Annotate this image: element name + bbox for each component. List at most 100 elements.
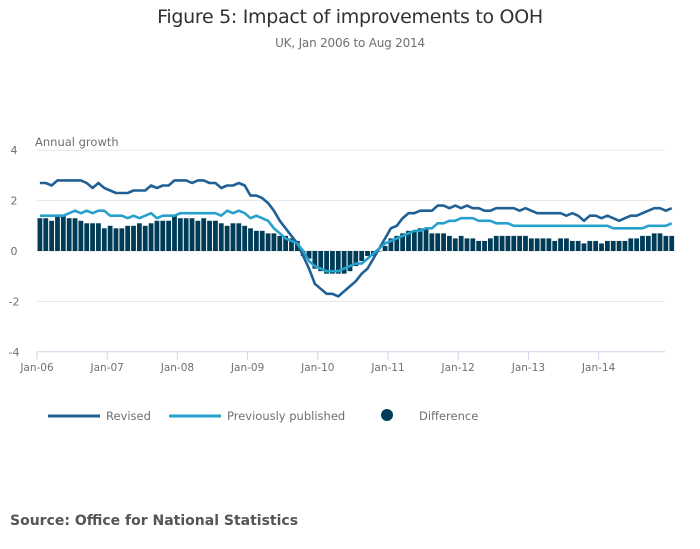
difference-bar — [558, 238, 563, 251]
difference-bar — [482, 240, 487, 251]
difference-bar — [201, 218, 207, 251]
difference-bar — [259, 230, 265, 251]
difference-bar — [645, 235, 651, 251]
difference-bar — [218, 223, 224, 251]
chart-title: Figure 5: Impact of improvements to OOH — [157, 6, 543, 28]
difference-bar — [242, 225, 248, 251]
difference-bar — [447, 235, 452, 251]
difference-bar — [493, 235, 499, 251]
difference-bar — [142, 225, 148, 251]
difference-bar — [66, 218, 72, 251]
difference-bar — [587, 240, 593, 251]
difference-bar — [376, 251, 382, 252]
difference-bar — [60, 215, 66, 251]
x-tick-label: Jan-06 — [19, 362, 54, 374]
x-tick-label: Jan-14 — [581, 362, 616, 374]
difference-bar — [657, 233, 663, 251]
difference-bar — [265, 233, 271, 251]
difference-bar — [136, 223, 142, 251]
difference-bar — [312, 251, 318, 269]
difference-bar — [394, 235, 400, 251]
difference-bar — [429, 233, 435, 251]
difference-bar — [347, 251, 353, 272]
difference-bar — [435, 233, 441, 251]
difference-bar — [634, 238, 640, 251]
difference-bar — [248, 228, 253, 251]
difference-bar — [195, 220, 201, 251]
difference-bar — [470, 238, 476, 251]
y-tick-label: -2 — [9, 295, 20, 308]
difference-bar — [365, 251, 370, 257]
difference-bar — [341, 251, 347, 274]
difference-bar — [669, 235, 675, 251]
difference-bar — [72, 218, 78, 251]
difference-bar — [411, 230, 417, 251]
difference-bar — [113, 228, 119, 251]
previously-published-line — [39, 209, 673, 273]
y-tick-label: 0 — [11, 245, 18, 258]
legend-previously-published-label: Previously published — [227, 409, 345, 423]
difference-bar — [663, 235, 669, 251]
y-axis-label: Annual growth — [35, 135, 119, 149]
difference-bar — [90, 223, 95, 251]
difference-bar — [330, 251, 335, 274]
difference-bar — [172, 215, 177, 251]
difference-bar — [160, 220, 166, 251]
x-tick-label: Jan-12 — [441, 362, 475, 374]
difference-bar — [540, 238, 546, 251]
legend-difference-swatch — [381, 409, 393, 421]
difference-bar — [511, 235, 517, 251]
difference-bar — [230, 223, 236, 251]
difference-bar — [400, 233, 406, 251]
difference-bar — [599, 243, 604, 251]
x-tick-label: Jan-13 — [511, 362, 545, 374]
difference-bar — [236, 223, 242, 251]
x-tick-label: Jan-08 — [160, 362, 194, 374]
difference-bar — [166, 220, 172, 251]
x-tick-label: Jan-07 — [90, 362, 124, 374]
difference-bar — [464, 238, 470, 251]
difference-bar — [148, 223, 154, 251]
difference-bar — [253, 230, 259, 251]
difference-bar — [406, 230, 411, 251]
difference-bar — [487, 238, 493, 251]
difference-bar — [528, 238, 534, 251]
y-tick-label: 4 — [11, 144, 18, 157]
difference-bar — [546, 238, 552, 251]
difference-bar — [569, 240, 575, 251]
difference-bar — [581, 243, 587, 251]
difference-bar — [593, 240, 599, 251]
difference-bar — [564, 238, 569, 251]
difference-bar — [271, 233, 277, 251]
difference-bar — [476, 240, 482, 251]
x-tick-label: Jan-11 — [370, 362, 404, 374]
difference-bar — [318, 251, 324, 272]
difference-bar — [616, 240, 622, 251]
difference-bar — [651, 233, 657, 251]
difference-bar — [119, 228, 125, 251]
difference-bar — [224, 225, 230, 251]
difference-bar — [604, 240, 610, 251]
difference-bar — [382, 245, 388, 251]
legend-difference-label: Difference — [419, 409, 478, 423]
difference-bar — [499, 235, 505, 251]
difference-bar — [154, 220, 160, 251]
difference-bar — [101, 228, 107, 251]
difference-bar — [622, 240, 628, 251]
difference-bar — [534, 238, 540, 251]
difference-bar — [107, 225, 113, 251]
x-tick-label: Jan-09 — [230, 362, 264, 374]
difference-bar — [125, 225, 131, 251]
difference-bar — [517, 235, 523, 251]
chart-subtitle: UK, Jan 2006 to Aug 2014 — [275, 36, 425, 50]
difference-bar — [283, 235, 289, 251]
difference-bar — [84, 223, 90, 251]
legend-revised-label: Revised — [106, 409, 151, 423]
difference-bar — [189, 218, 195, 251]
difference-bar — [458, 235, 464, 251]
source-note: Source: Office for National Statistics — [10, 513, 299, 529]
difference-bar — [628, 238, 634, 251]
difference-bar — [55, 215, 60, 251]
difference-bar — [43, 218, 49, 251]
